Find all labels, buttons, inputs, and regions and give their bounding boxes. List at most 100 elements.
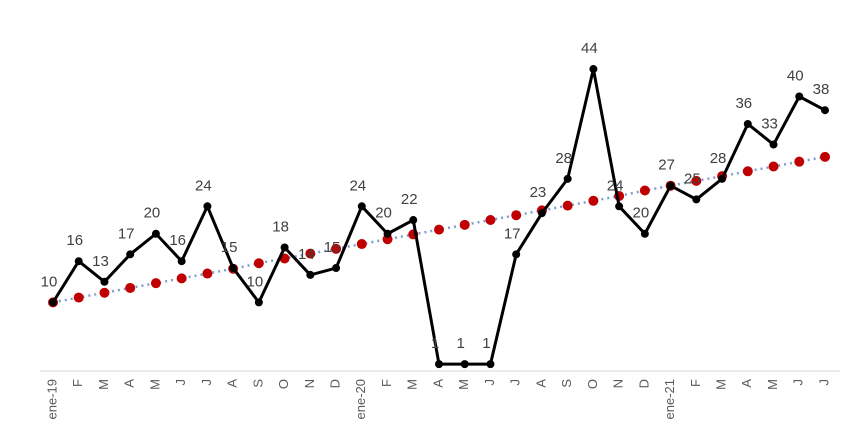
data-label: 24: [349, 177, 366, 194]
data-label: 10: [247, 273, 264, 290]
point: [49, 298, 57, 307]
trend-marker: [639, 185, 650, 196]
trend-marker: [511, 210, 522, 221]
data-label: 28: [710, 150, 727, 167]
x-tick-label: N: [611, 379, 626, 388]
x-tick-label: A: [739, 379, 754, 388]
trend-marker: [485, 215, 496, 226]
point: [126, 250, 135, 259]
trend-marker: [794, 156, 805, 167]
point: [177, 257, 186, 266]
trend-marker: [253, 258, 264, 269]
x-tick-label: O: [276, 379, 291, 389]
point: [718, 174, 727, 183]
point: [821, 106, 829, 115]
trend-marker: [742, 166, 753, 177]
point: [512, 250, 521, 259]
x-tick-label: F: [688, 379, 703, 387]
data-label: 15: [324, 239, 341, 256]
data-label: 33: [761, 115, 778, 132]
trend-marker: [99, 287, 110, 298]
x-tick-label: D: [636, 379, 651, 388]
data-label: 22: [401, 191, 418, 208]
x-tick-label: J: [199, 379, 214, 386]
x-tick-label: M: [405, 379, 420, 390]
data-label: 20: [375, 205, 392, 222]
trend-marker: [820, 151, 830, 162]
point: [254, 298, 263, 307]
trend-marker: [305, 248, 316, 259]
data-label: 38: [813, 81, 830, 98]
trend-marker: [459, 219, 470, 230]
data-label: 14: [298, 246, 315, 263]
data-label: 24: [607, 177, 624, 194]
point: [435, 360, 443, 369]
data-label: 23: [530, 184, 547, 201]
trend-marker: [768, 161, 779, 172]
point: [460, 360, 469, 369]
trend-marker: [176, 273, 187, 284]
x-tick-label: F: [70, 379, 85, 387]
point: [795, 92, 804, 101]
point: [357, 202, 366, 211]
point: [383, 229, 392, 238]
x-tick-label: ene-20: [353, 379, 368, 419]
trend-marker: [356, 239, 367, 250]
point: [537, 209, 546, 218]
data-label: 13: [92, 253, 109, 270]
data-label: 20: [144, 205, 161, 222]
x-tick-label: A: [225, 379, 240, 388]
trend-marker: [73, 292, 84, 303]
point: [589, 65, 598, 74]
point: [666, 181, 675, 190]
data-label: 28: [555, 150, 572, 167]
point: [74, 257, 83, 266]
data-label: 25: [684, 170, 701, 187]
data-label: 44: [581, 40, 598, 57]
point: [280, 243, 289, 252]
data-label: 16: [66, 232, 83, 249]
point: [100, 277, 109, 286]
x-tick-label: M: [714, 379, 729, 390]
data-label: 40: [787, 67, 804, 84]
point: [563, 174, 572, 183]
x-tick-label: ene-19: [44, 379, 59, 419]
x-tick-label: M: [96, 379, 111, 390]
point: [486, 360, 495, 369]
x-tick-label: M: [456, 379, 471, 390]
point: [409, 216, 418, 225]
point: [615, 202, 624, 211]
data-label: 1: [482, 335, 490, 352]
data-label: 17: [118, 225, 135, 242]
x-tick-label: A: [122, 379, 137, 388]
x-tick-label: N: [302, 379, 317, 388]
data-label: 1: [431, 335, 439, 352]
x-tick-label: J: [508, 379, 523, 386]
trend-marker: [150, 278, 161, 289]
trend-marker: [691, 175, 702, 186]
x-tick-label: S: [250, 379, 265, 388]
trend-marker: [331, 243, 342, 254]
x-tick-label: D: [328, 379, 343, 388]
trend-marker: [434, 224, 444, 235]
point: [332, 264, 341, 273]
x-tick-label: F: [379, 379, 394, 387]
x-tick-label: A: [533, 379, 548, 388]
data-label: 24: [195, 177, 212, 194]
data-label: 15: [221, 239, 238, 256]
data-label: 27: [658, 157, 675, 174]
x-tick-label: M: [765, 379, 780, 390]
data-label: 1: [457, 335, 465, 352]
trend-marker: [202, 268, 213, 279]
data-label: 36: [735, 95, 752, 112]
series-line: [51, 67, 826, 366]
x-tick-label: M: [147, 379, 162, 390]
data-label: 18: [272, 218, 289, 235]
x-tick-label: A: [430, 379, 445, 388]
x-tick-label: J: [482, 379, 497, 386]
trend-marker: [125, 282, 136, 293]
x-tick-label: ene-21: [662, 379, 677, 419]
x-tick-label: J: [791, 379, 806, 386]
data-label: 10: [41, 273, 58, 290]
